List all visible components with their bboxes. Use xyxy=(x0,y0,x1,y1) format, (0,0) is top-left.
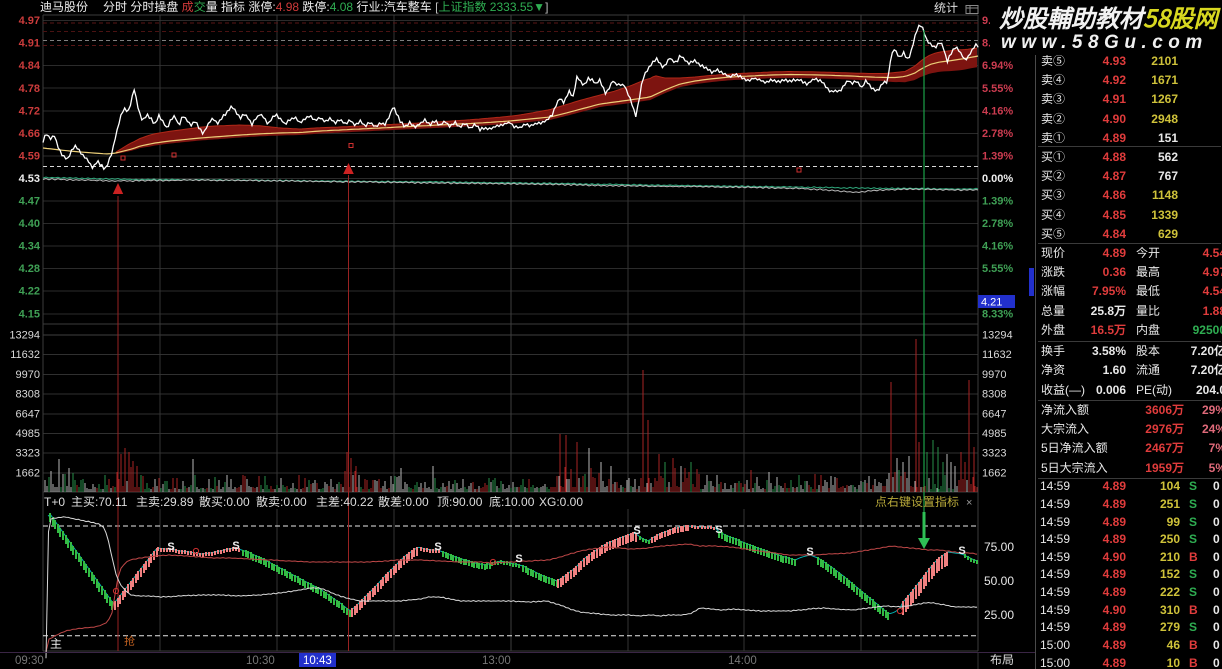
svg-text:S: S xyxy=(958,545,965,557)
svg-text:13:00: 13:00 xyxy=(482,655,511,667)
svg-text:2.78%: 2.78% xyxy=(982,128,1013,140)
svg-text:4.16%: 4.16% xyxy=(982,105,1013,117)
svg-text:4.66: 4.66 xyxy=(19,128,40,140)
svg-text:4.22: 4.22 xyxy=(19,286,40,298)
svg-text:4.16%: 4.16% xyxy=(982,241,1013,253)
svg-text:2.78%: 2.78% xyxy=(982,218,1013,230)
svg-text:9970: 9970 xyxy=(16,369,40,381)
svg-text:10:30: 10:30 xyxy=(246,655,275,667)
svg-text:8.33%: 8.33% xyxy=(982,308,1013,320)
svg-text:11632: 11632 xyxy=(982,349,1012,361)
svg-text:5.55%: 5.55% xyxy=(982,83,1013,95)
svg-text:4.15: 4.15 xyxy=(19,308,40,320)
svg-text:4.34: 4.34 xyxy=(19,241,41,253)
svg-text:6647: 6647 xyxy=(982,408,1006,420)
svg-text:4.40: 4.40 xyxy=(19,218,40,230)
svg-text:4985: 4985 xyxy=(982,428,1006,440)
svg-text:13294: 13294 xyxy=(982,330,1013,342)
svg-text:S: S xyxy=(515,553,522,565)
svg-text:4.21: 4.21 xyxy=(981,297,1002,309)
svg-text:9970: 9970 xyxy=(982,369,1006,381)
svg-text:S: S xyxy=(715,524,722,536)
svg-text:3323: 3323 xyxy=(16,448,40,460)
svg-text:11632: 11632 xyxy=(10,349,40,361)
svg-text:4.97: 4.97 xyxy=(19,15,40,27)
svg-text:S: S xyxy=(633,525,640,537)
svg-text:S: S xyxy=(434,541,441,553)
svg-text:×: × xyxy=(966,497,972,509)
svg-text:S: S xyxy=(232,540,239,552)
svg-text:S: S xyxy=(167,541,174,553)
svg-text:4.91: 4.91 xyxy=(19,38,40,50)
svg-text:4.53: 4.53 xyxy=(19,173,40,185)
svg-text:09:30: 09:30 xyxy=(15,655,44,667)
svg-text:1662: 1662 xyxy=(982,467,1006,479)
svg-text:4.78: 4.78 xyxy=(19,83,40,95)
svg-text:1662: 1662 xyxy=(16,467,40,479)
svg-text:6.94%: 6.94% xyxy=(982,60,1013,72)
svg-text:0.00%: 0.00% xyxy=(982,173,1013,185)
svg-text:8308: 8308 xyxy=(16,389,40,401)
svg-text:1.39%: 1.39% xyxy=(982,196,1013,208)
svg-text:3323: 3323 xyxy=(982,448,1006,460)
svg-text:5.55%: 5.55% xyxy=(982,263,1013,275)
svg-text:50.00: 50.00 xyxy=(984,574,1014,588)
svg-text:75.00: 75.00 xyxy=(984,540,1014,554)
svg-text:4985: 4985 xyxy=(16,428,40,440)
svg-text:10:43: 10:43 xyxy=(303,655,332,667)
svg-text:4.28: 4.28 xyxy=(19,263,40,275)
svg-text:25.00: 25.00 xyxy=(984,608,1014,622)
svg-text:4.59: 4.59 xyxy=(19,150,40,162)
svg-text:14:00: 14:00 xyxy=(728,655,757,667)
svg-text:6647: 6647 xyxy=(16,408,40,420)
svg-text:8308: 8308 xyxy=(982,389,1006,401)
svg-text:4.72: 4.72 xyxy=(19,105,40,117)
svg-text:4.47: 4.47 xyxy=(19,196,40,208)
svg-text:S: S xyxy=(806,546,813,558)
svg-text:1.39%: 1.39% xyxy=(982,150,1013,162)
svg-text:4.84: 4.84 xyxy=(19,60,41,72)
svg-text:13294: 13294 xyxy=(9,330,40,342)
